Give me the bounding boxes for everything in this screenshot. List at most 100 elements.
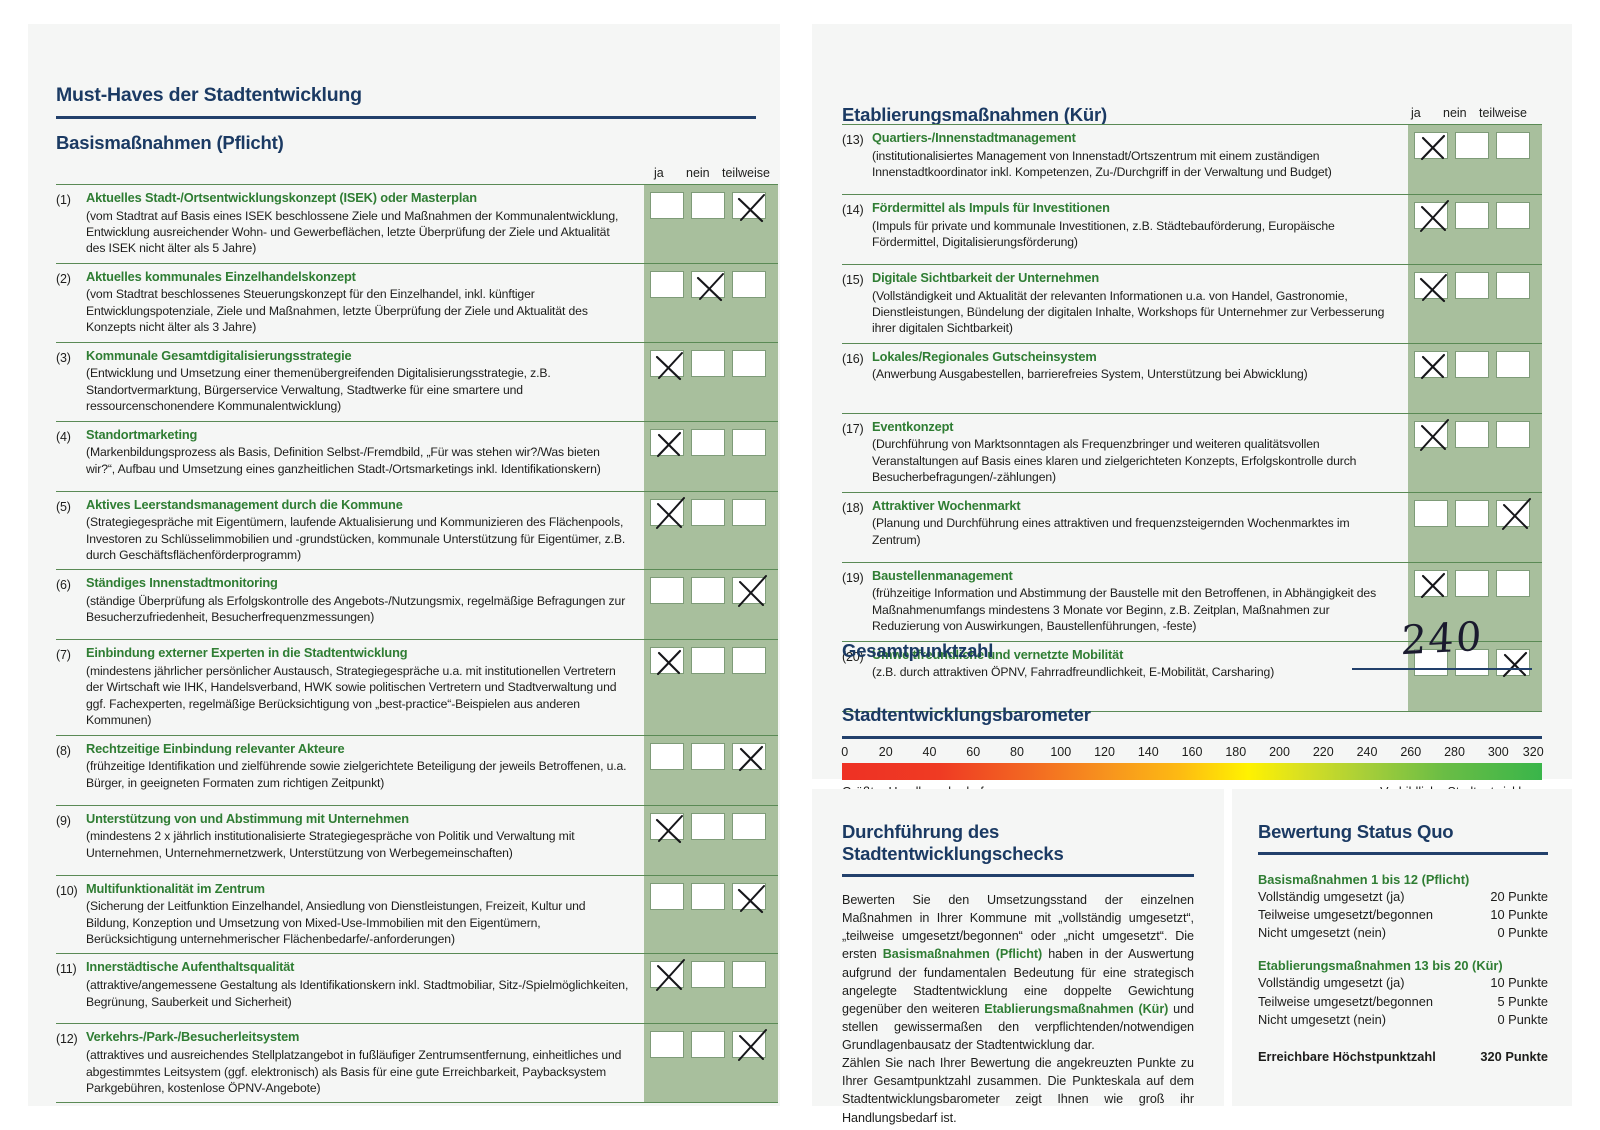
checkbox-ja[interactable] <box>650 742 684 770</box>
checkbox-ja[interactable] <box>650 270 684 298</box>
rating-group1-heading: Basismaßnahmen 1 bis 12 (Pflicht) <box>1258 872 1470 887</box>
checkbox-nein[interactable] <box>691 577 725 605</box>
checkbox-teilweise[interactable] <box>1496 132 1530 159</box>
checkbox-nein[interactable] <box>691 961 725 989</box>
column-header-nein: nein <box>686 166 710 180</box>
checkbox-ja[interactable] <box>1414 499 1448 527</box>
checkbox-nein[interactable] <box>691 647 725 675</box>
checkbox-teilweise[interactable] <box>1496 420 1530 448</box>
measure-title: Fördermittel als Impuls für Investitione… <box>872 200 1110 215</box>
checkbox-teilweise[interactable] <box>732 428 766 456</box>
checkbox-teilweise[interactable] <box>732 498 766 526</box>
gesamtpunktzahl-label: Gesamtpunktzahl <box>842 640 994 661</box>
checkbox-teilweise[interactable] <box>732 270 766 298</box>
row-divider <box>842 412 1542 414</box>
rating-panel: Bewertung Status Quo Basismaßnahmen 1 bi… <box>1232 789 1572 1106</box>
checkbox-nein[interactable] <box>1455 272 1489 299</box>
checkbox-teilweise[interactable] <box>732 349 766 377</box>
checkbox-teilweise[interactable] <box>1496 202 1530 229</box>
checkbox-nein[interactable] <box>1455 202 1489 229</box>
checkbox-group <box>644 735 778 805</box>
checkbox-ja[interactable] <box>650 647 684 676</box>
barometer-tick: 180 <box>1225 745 1247 759</box>
measure-row: (12) Verkehrs-/Park-/Besucherleitsystem (a… <box>56 1023 778 1103</box>
rating-row-points: 10 Punkte <box>1490 907 1548 923</box>
checkbox-ja[interactable] <box>650 496 685 529</box>
checkbox-teilweise[interactable] <box>732 742 766 771</box>
rating-row-label: Teilweise umgesetzt/begonnen <box>1258 907 1434 923</box>
checkbox-nein[interactable] <box>691 192 725 219</box>
measure-title: Eventkonzept <box>872 418 954 434</box>
checkbox-ja[interactable] <box>650 192 684 219</box>
checkbox-group <box>1408 265 1542 343</box>
checkbox-nein[interactable] <box>1455 132 1489 159</box>
measure-row: (19) Baustellenmanagement (frühzeitige Inf… <box>842 561 1542 641</box>
x-mark-icon <box>1420 134 1446 161</box>
measure-row: (3) Kommunale Gesamtdigitalisierungsstrat… <box>56 341 778 421</box>
checkbox-nein[interactable] <box>691 270 725 301</box>
checkbox-nein[interactable] <box>691 428 725 456</box>
measure-description: (Impuls für private und kommunale Invest… <box>872 218 1335 250</box>
checkbox-nein[interactable] <box>1455 569 1489 597</box>
checkbox-ja[interactable] <box>1414 350 1448 379</box>
rating-title: Bewertung Status Quo <box>1258 821 1454 842</box>
checkbox-teilweise[interactable] <box>1496 272 1530 299</box>
checkbox-nein[interactable] <box>1455 499 1489 527</box>
checkbox-ja[interactable] <box>1414 569 1448 598</box>
x-mark-icon <box>738 745 764 771</box>
checkbox-teilweise[interactable] <box>732 961 766 989</box>
measure-title: Umweltfreundliche und vernetzte Mobilitä… <box>872 646 1124 662</box>
x-mark-icon <box>1420 418 1449 451</box>
checkbox-nein[interactable] <box>691 742 725 770</box>
checkbox-nein[interactable] <box>691 498 725 526</box>
checkbox-ja[interactable] <box>650 428 684 457</box>
checkbox-teilweise[interactable] <box>732 812 766 840</box>
checkbox-teilweise[interactable] <box>1496 569 1530 597</box>
x-mark-icon <box>655 814 683 843</box>
barometer-tick: 140 <box>1137 745 1159 759</box>
checkbox-ja[interactable] <box>650 959 685 992</box>
measure-description: (attraktives und ausreichendes Stellplat… <box>86 1048 622 1095</box>
etablierungsmassnahmen-list: (13) Quartiers-/Innenstadtmanagement (inst… <box>842 124 1542 712</box>
checkbox-nein[interactable] <box>691 812 725 840</box>
must-haves-panel: Must-Haves der Stadtentwicklung Basismaß… <box>28 24 780 1106</box>
barometer-title: Stadtentwicklungsbarometer <box>842 704 1091 725</box>
measure-number: (19) <box>842 570 864 585</box>
barometer-tick: 100 <box>1050 745 1072 759</box>
checkbox-ja[interactable] <box>650 812 684 843</box>
checkbox-nein[interactable] <box>1455 420 1489 448</box>
checkbox-teilweise[interactable] <box>732 1029 767 1062</box>
checkbox-nein[interactable] <box>1455 350 1489 378</box>
checkbox-ja[interactable] <box>650 882 684 910</box>
checkbox-nein[interactable] <box>691 1031 725 1059</box>
checkbox-teilweise[interactable] <box>732 647 766 675</box>
rating-group2-heading: Etablierungsmaßnahmen 13 bis 20 (Kür) <box>1258 958 1503 974</box>
checkbox-ja[interactable] <box>1414 418 1449 451</box>
row-divider <box>56 734 778 736</box>
measure-description: (Entwicklung und Umsetzung einer themenü… <box>86 366 551 414</box>
checkbox-teilweise[interactable] <box>1496 497 1531 530</box>
checkbox-ja[interactable] <box>1414 200 1449 232</box>
checkbox-nein[interactable] <box>691 882 725 910</box>
checkbox-ja[interactable] <box>650 349 684 380</box>
checkbox-ja[interactable] <box>1414 272 1448 303</box>
checkbox-teilweise[interactable] <box>732 575 767 608</box>
checkbox-ja[interactable] <box>1414 648 1448 676</box>
checkbox-teilweise[interactable] <box>732 192 766 223</box>
measure-title: Aktuelles kommunales Einzelhandelskonzep… <box>86 268 356 284</box>
checkbox-nein[interactable] <box>1455 648 1489 676</box>
checkbox-ja[interactable] <box>650 1031 684 1059</box>
measure-title: Einbindung externer Experten in die Stad… <box>86 645 408 661</box>
checkbox-ja[interactable] <box>650 577 684 605</box>
x-mark-icon <box>1420 572 1446 598</box>
measure-number: (15) <box>842 273 864 287</box>
checkbox-ja[interactable] <box>1414 132 1448 161</box>
measure-number: (1) <box>56 193 71 207</box>
rating-group2-rows: Vollständig umgesetzt (ja) 10 Punkte Teilw… <box>1258 974 1548 1028</box>
checkbox-teilweise[interactable] <box>1496 350 1530 378</box>
checkbox-teilweise[interactable] <box>1496 648 1530 677</box>
checkbox-teilweise[interactable] <box>732 882 766 913</box>
measure-number: (11) <box>56 962 77 977</box>
measure-title: Standortmarketing <box>86 426 198 442</box>
checkbox-nein[interactable] <box>691 349 725 377</box>
